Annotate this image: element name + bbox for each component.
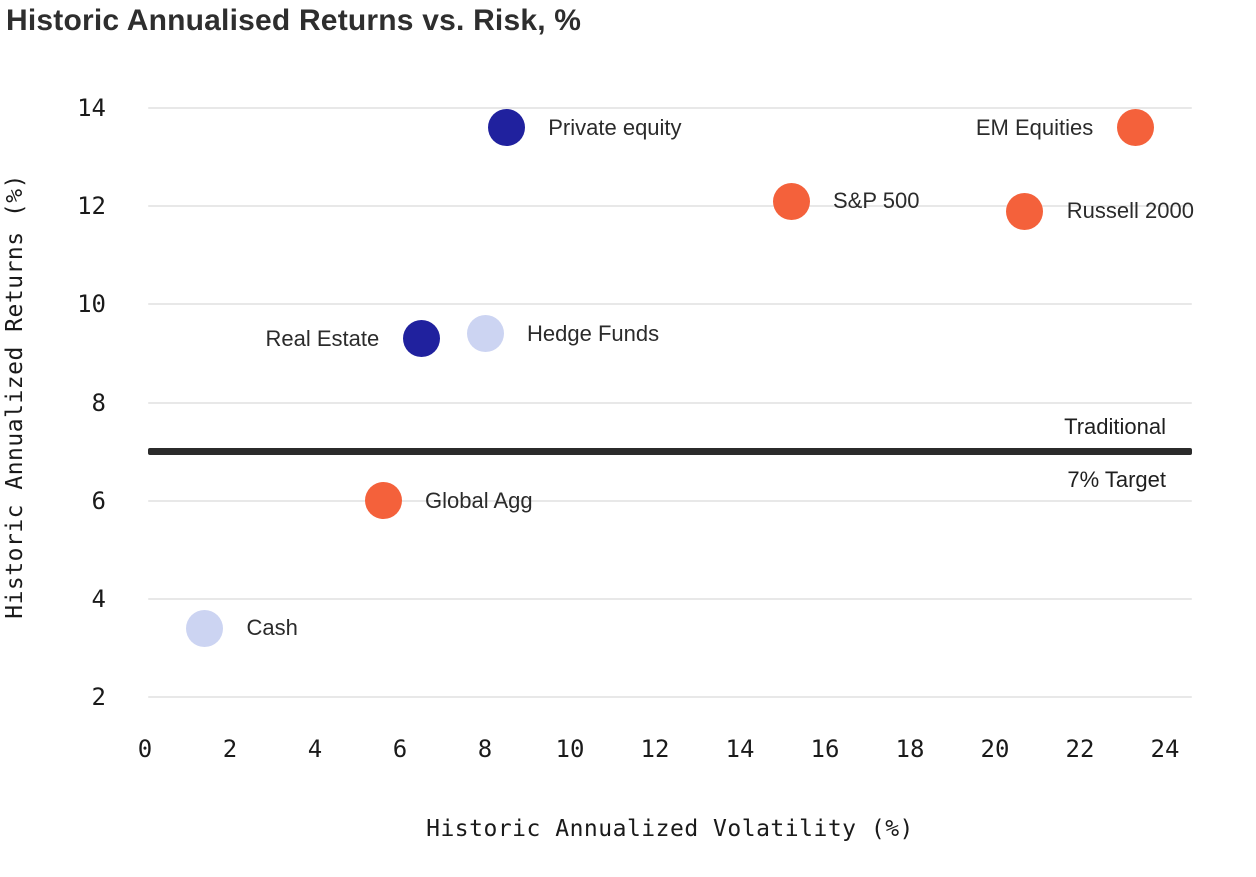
data-point-global-agg [364, 482, 402, 520]
data-point-label-real-estate: Real Estate [265, 325, 380, 351]
y-tick-label-2: 2 [91, 683, 106, 712]
x-tick-label-24: 24 [1150, 735, 1180, 763]
gridline-y-6 [148, 499, 1192, 502]
data-point-label-cash: Cash [246, 615, 298, 641]
data-point-label-hedge-funds: Hedge Funds [527, 320, 660, 346]
gridline-y-14 [148, 107, 1192, 109]
y-tick-label-8: 8 [91, 388, 106, 417]
x-tick-label-6: 6 [392, 735, 408, 763]
x-tick-label-0: 0 [137, 735, 153, 763]
x-tick-label-4: 4 [307, 735, 323, 763]
data-point-label-private-equity: Private equity [548, 114, 682, 140]
reference-line [148, 448, 1192, 456]
gridline-y-2 [148, 696, 1192, 699]
y-tick-label-12: 12 [77, 192, 106, 221]
y-tick-label-4: 4 [91, 585, 106, 613]
data-point-label-em-equities: EM Equities [975, 114, 1094, 140]
gridline-y-12 [148, 205, 1192, 208]
x-tick-label-10: 10 [555, 735, 585, 763]
data-point-russell-2000 [1006, 192, 1044, 230]
x-tick-label-14: 14 [725, 735, 755, 763]
data-point-cash [186, 609, 223, 647]
data-point-label-s-p-500: S&P 500 [833, 188, 920, 214]
y-tick-label-14: 14 [77, 94, 106, 122]
x-tick-label-12: 12 [640, 735, 670, 763]
reference-line-label-below: 7% Target [1067, 467, 1166, 492]
reference-line-label-above: Traditional [1064, 414, 1166, 439]
data-point-s-p-500 [772, 182, 810, 220]
x-tick-label-20: 20 [980, 735, 1010, 763]
gridline-y-4 [148, 598, 1192, 600]
y-tick-label-10: 10 [77, 290, 106, 319]
x-tick-label-8: 8 [477, 735, 493, 763]
data-point-label-global-agg: Global Agg [425, 487, 533, 513]
gridline-y-10 [148, 303, 1192, 306]
data-point-label-russell-2000: Russell 2000 [1066, 198, 1194, 224]
x-axis-title: Historic Annualized Volatility (%) [426, 816, 914, 842]
x-tick-label-16: 16 [810, 735, 840, 763]
y-tick-label-6: 6 [91, 486, 106, 515]
gridline-y-8 [148, 401, 1192, 404]
x-tick-label-2: 2 [222, 735, 238, 763]
data-point-hedge-funds [466, 315, 504, 353]
x-tick-label-22: 22 [1065, 735, 1095, 763]
data-point-real-estate [402, 320, 440, 358]
data-point-private-equity [487, 109, 525, 147]
y-axis-title: Historic Annualized Returns (%) [2, 174, 28, 619]
data-point-em-equities [1116, 109, 1154, 147]
chart-title: Historic Annualised Returns vs. Risk, % [6, 4, 582, 37]
x-tick-label-18: 18 [895, 735, 925, 763]
